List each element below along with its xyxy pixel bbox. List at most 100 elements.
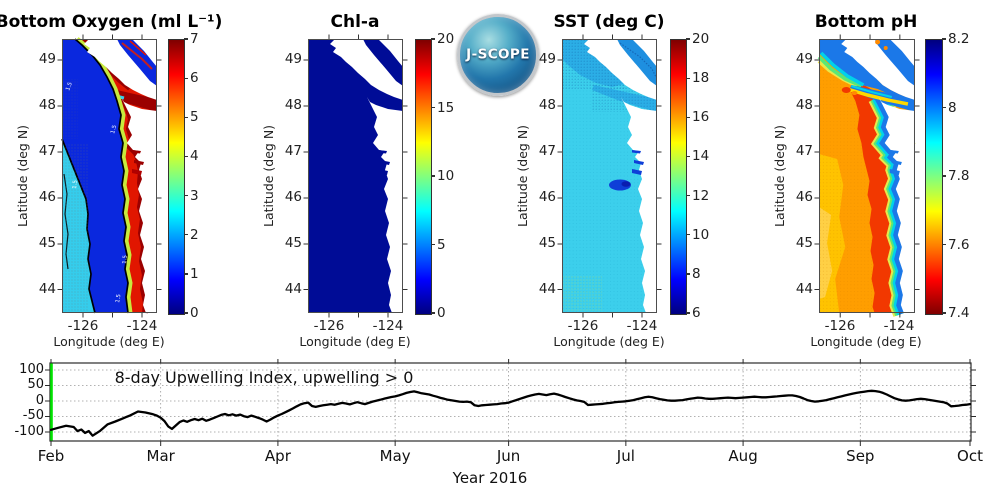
colorbar-tick-mark: [942, 312, 946, 314]
colorbar-tick-label: 8.2: [948, 31, 970, 47]
colorbar-tick-mark: [431, 106, 435, 109]
month-tick-label: May: [379, 447, 411, 465]
bottom-ph-colorbar: [925, 39, 943, 315]
panel-title-chl-a: Chl-a: [330, 12, 380, 32]
jscope-logo-text: J-SCOPE: [466, 46, 530, 63]
colorbar-tick-mark: [184, 155, 188, 158]
longitude-axis-label: Longitude (deg E): [810, 334, 922, 349]
colorbar-tick-mark: [184, 116, 188, 118]
colorbar-tick-label: 5: [437, 236, 446, 253]
lat-tick-label: 48: [538, 97, 556, 113]
lat-tick-label: 45: [38, 235, 56, 251]
colorbar-tick-label: 7.6: [948, 236, 970, 253]
colorbar-tick-label: 16: [692, 109, 710, 126]
contour-label-1: 1.5: [65, 81, 74, 92]
lat-tick-label: 49: [795, 51, 813, 67]
contour-label-5: 1.5: [115, 293, 123, 303]
contour-label-4: 1.5: [122, 254, 129, 264]
colorbar-tick-label: 0: [190, 305, 199, 321]
lat-tick-label: 47: [284, 143, 302, 159]
colorbar-tick-label: 10: [437, 168, 455, 184]
colorbar-tick-label: 20: [437, 31, 455, 47]
chl-a-colorbar: [415, 39, 432, 315]
lat-tick-label: 44: [284, 280, 302, 297]
upwelling-ytick-label: 50: [27, 377, 44, 392]
colorbar-tick-label: 6: [692, 305, 701, 321]
colorbar-tick-mark: [942, 175, 946, 177]
colorbar-tick-mark: [686, 194, 690, 197]
month-tick-label: Oct: [957, 447, 983, 465]
lon-tick-label: -124: [126, 318, 158, 334]
colorbar-tick-label: 7.8: [948, 168, 970, 184]
colorbar-tick-label: 3: [190, 187, 199, 204]
lat-tick-label: 45: [538, 235, 556, 251]
colorbar-tick-mark: [184, 38, 188, 40]
lat-tick-label: 49: [38, 51, 56, 67]
contour-label-3: 1.5: [110, 124, 118, 134]
lat-tick-label: 48: [284, 97, 302, 113]
colorbar-tick-mark: [686, 38, 690, 40]
oxygen-colorbar: [168, 39, 185, 315]
colorbar-tick-mark: [942, 243, 946, 246]
colorbar-tick-mark: [184, 77, 188, 79]
lon-tick-label: -124: [883, 318, 915, 334]
colorbar-tick-label: 10: [692, 226, 710, 243]
lat-tick-label: 45: [795, 235, 813, 251]
lon-tick-label: -126: [313, 318, 345, 334]
colorbar-tick-mark: [431, 38, 435, 40]
colorbar-tick-label: 1: [190, 265, 199, 282]
lon-tick-label: -124: [626, 318, 658, 334]
upwelling-ytick-label: 100: [19, 361, 44, 377]
colorbar-tick-mark: [184, 194, 188, 197]
lat-tick-label: 44: [38, 280, 56, 297]
lon-tick-label: -124: [372, 318, 404, 334]
colorbar-tick-mark: [686, 77, 690, 79]
colorbar-tick-mark: [431, 175, 435, 177]
panel-title-sst: SST (deg C): [553, 12, 665, 32]
lat-tick-label: 49: [538, 51, 556, 67]
colorbar-tick-label: 5: [190, 109, 199, 126]
colorbar-tick-label: 7: [190, 31, 199, 47]
sst-colorbar: [670, 39, 687, 315]
colorbar-tick-mark: [431, 312, 435, 314]
lat-tick-label: 47: [795, 143, 813, 159]
colorbar-tick-label: 8: [692, 265, 701, 282]
colorbar-tick-label: 8: [948, 99, 957, 116]
colorbar-tick-mark: [184, 234, 188, 236]
lat-tick-label: 44: [795, 280, 813, 297]
map-panel-sst: SST (deg C) Latitude (deg N) Longitude (…: [515, 12, 709, 349]
bottom-ph-map: [814, 34, 920, 318]
lat-tick-label: 49: [284, 51, 302, 67]
lat-tick-label: 47: [38, 143, 56, 159]
longitude-axis-label: Longitude (deg E): [553, 334, 665, 349]
lat-tick-label: 46: [284, 189, 302, 205]
colorbar-tick-mark: [686, 234, 690, 236]
contour-label-2: 1.5: [72, 179, 79, 189]
upwelling-ytick-label: 0: [35, 392, 44, 408]
map-panel-bottom-ph: Bottom pH Latitude (deg N) Longitude (de…: [772, 12, 969, 349]
colorbar-tick-mark: [686, 273, 690, 275]
panel-title-bottom-ph: Bottom pH: [814, 12, 918, 32]
jscope-logo: J-SCOPE: [457, 14, 539, 96]
longitude-axis-label: Longitude (deg E): [299, 334, 411, 349]
longitude-axis-label: Longitude (deg E): [53, 334, 165, 349]
colorbar-tick-label: 4: [190, 148, 199, 165]
colorbar-tick-label: 7.4: [948, 305, 970, 321]
lat-tick-label: 46: [38, 189, 56, 205]
panel-title-bottom-oxygen: Bottom Oxygen (ml L⁻¹): [0, 12, 223, 32]
lat-tick-label: 48: [795, 97, 813, 113]
colorbar-tick-mark: [686, 116, 690, 118]
colorbar-tick-label: 20: [692, 31, 710, 47]
lon-tick-label: -126: [67, 318, 99, 334]
lat-tick-label: 47: [538, 143, 556, 159]
month-tick-label: Sep: [846, 447, 875, 465]
year-axis-label: Year 2016: [452, 469, 528, 487]
colorbar-tick-mark: [686, 312, 690, 314]
colorbar-tick-label: 6: [190, 70, 199, 87]
lat-tick-label: 45: [284, 235, 302, 251]
month-tick-label: Apr: [264, 447, 291, 465]
month-tick-label: Aug: [728, 447, 758, 465]
colorbar-tick-label: 12: [692, 187, 710, 204]
